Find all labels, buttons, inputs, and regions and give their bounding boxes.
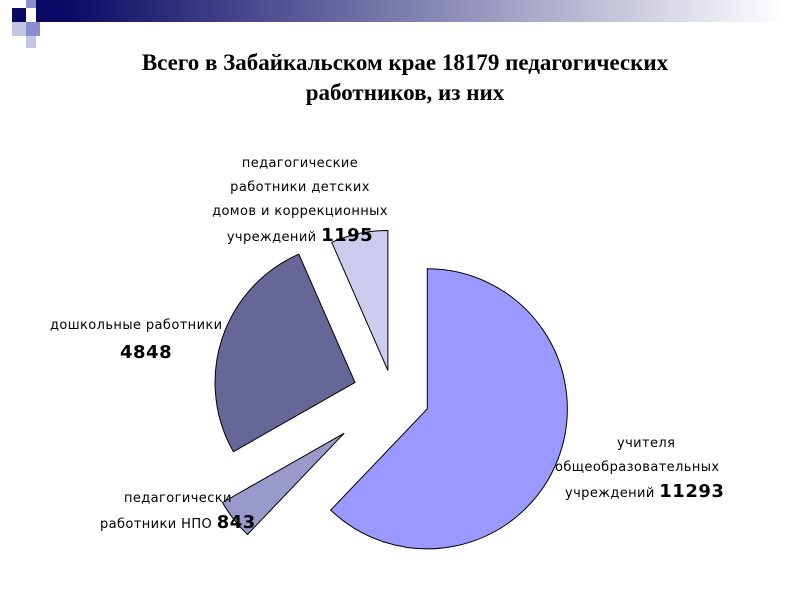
chart-title-line-1: Всего в Забайкальском крае 18179 педагог… xyxy=(141,50,669,75)
slice-orphanages xyxy=(331,229,389,371)
slice-npo xyxy=(221,432,345,536)
slice-value-orphanages: 1195 xyxy=(321,225,374,246)
slice-value-preschool: 4848 xyxy=(120,342,173,363)
label-line: педагогические xyxy=(241,156,359,171)
slice-label-npo: педагогически работники НПО 843 xyxy=(100,487,256,537)
banner-square xyxy=(26,0,36,8)
slice-label-orphanages: педагогические работники детских домов и… xyxy=(190,152,410,250)
banner-square xyxy=(12,22,26,36)
label-line: работники детских xyxy=(230,180,370,195)
header-banner xyxy=(12,0,800,48)
slice-label-teachers: учителя общеобразовательных учреждений 1… xyxy=(555,432,724,506)
label-line: учреждений xyxy=(565,486,655,501)
slice-teachers xyxy=(329,268,568,550)
chart-title: Всего в Забайкальском крае 18179 педагог… xyxy=(60,48,750,108)
banner-gradient-bar xyxy=(36,0,800,22)
label-line: работники НПО xyxy=(100,517,213,532)
slice-label-preschool: дошкольные работники 4848 xyxy=(50,314,223,368)
chart-title-line-2: работников, из них xyxy=(305,80,505,105)
label-line: педагогически xyxy=(124,491,232,506)
banner-square xyxy=(12,8,26,22)
label-line: дошкольные работники xyxy=(50,318,223,333)
banner-square xyxy=(26,22,40,36)
slice-value-npo: 843 xyxy=(216,512,256,533)
label-line: общеобразовательных xyxy=(555,460,720,475)
label-line: учителя xyxy=(617,436,676,451)
slice-preschool xyxy=(214,253,356,453)
slice-value-teachers: 11293 xyxy=(659,481,725,502)
label-line: домов и коррекционных xyxy=(212,204,388,219)
banner-square xyxy=(26,36,36,48)
label-line: учреждений xyxy=(226,230,317,245)
